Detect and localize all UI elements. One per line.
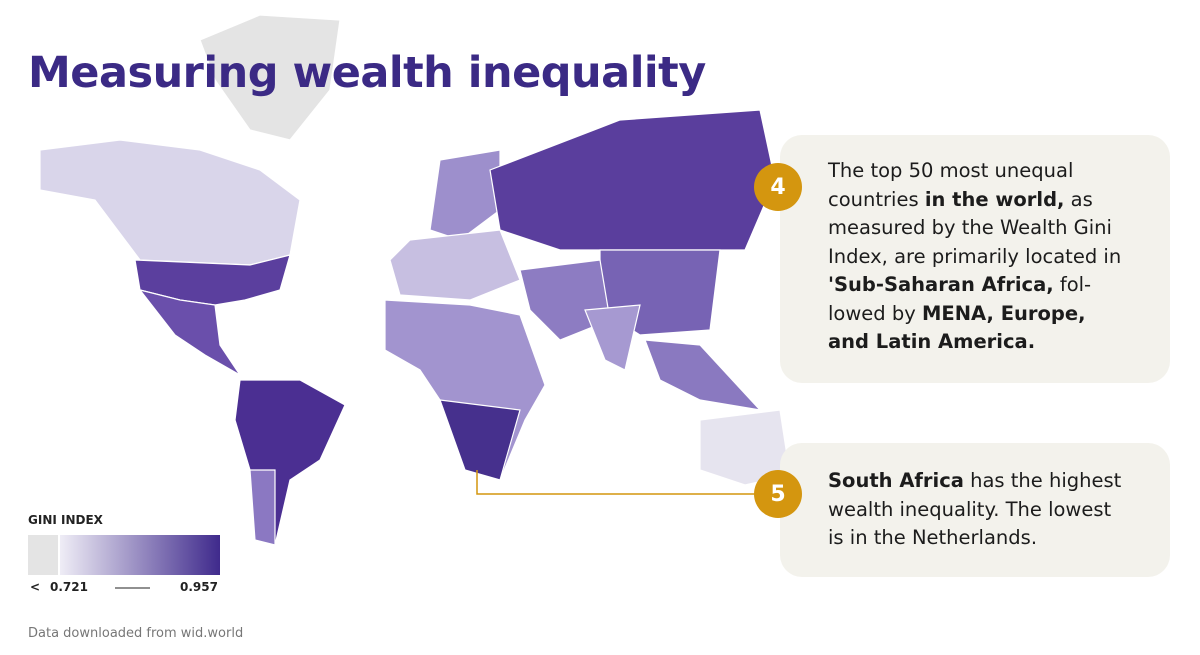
callout-box: The top 50 most unequal countries in the … — [780, 135, 1170, 383]
legend-gradient — [60, 535, 220, 575]
text-segment: wealth inequality. The lowest — [828, 497, 1112, 521]
countries — [39, 14, 791, 546]
text-segment: fol- — [1053, 273, 1092, 296]
callout-text: The top 50 most unequal countries in the … — [828, 157, 1121, 357]
text-line: Index, are primarily located in — [828, 243, 1121, 272]
legend-title: GINI INDEX — [28, 513, 103, 527]
text-line: measured by the Wealth Gini — [828, 214, 1121, 243]
callout-text: South Africa has the highest wealth inequ… — [828, 467, 1121, 553]
text-segment: 'Sub-Saharan Africa, — [828, 273, 1054, 296]
text-segment: measured by the Wealth Gini — [828, 216, 1112, 239]
connector — [476, 470, 755, 495]
text-line: 'Sub-Saharan Africa, fol- — [828, 271, 1121, 300]
text-segment: and Latin America. — [828, 330, 1036, 353]
source: Data downloaded from wid.world — [28, 626, 244, 641]
legend-max: 0.957 — [180, 580, 218, 594]
text-line: The top 50 most unequal — [828, 157, 1121, 186]
text-line: South Africa has the highest — [828, 467, 1121, 496]
legend-below-swatch — [28, 535, 58, 575]
text-segment: in the world, — [924, 187, 1065, 211]
title: Measuring wealth inequality — [28, 48, 706, 98]
text-line: wealth inequality. The lowest — [828, 496, 1121, 525]
text-line: is in the Netherlands. — [828, 524, 1121, 553]
text-segment: Index, are primarily located in — [828, 244, 1122, 268]
text-segment: MENA, Europe, — [922, 301, 1086, 325]
text-segment: South Africa — [828, 469, 964, 492]
text-segment: The top 50 most unequal — [828, 159, 1074, 182]
text-line: countries in the world, as — [828, 186, 1121, 215]
text-segment: has the highest — [963, 469, 1122, 492]
callout-number: 4 — [754, 163, 802, 211]
callout-box: South Africa has the highest wealth inequ… — [780, 443, 1170, 577]
text-line: and Latin America. — [828, 328, 1121, 357]
legend-min: 0.721 — [50, 580, 88, 594]
text-segment: as — [1064, 187, 1093, 211]
legend-below-symbol: < — [30, 580, 41, 594]
text-segment: lowed by — [828, 301, 922, 325]
callout-number: 5 — [754, 470, 802, 518]
text-segment: countries — [828, 187, 925, 211]
text-line: lowed by MENA, Europe, — [828, 300, 1121, 329]
text-segment: is in the Netherlands. — [828, 526, 1038, 549]
